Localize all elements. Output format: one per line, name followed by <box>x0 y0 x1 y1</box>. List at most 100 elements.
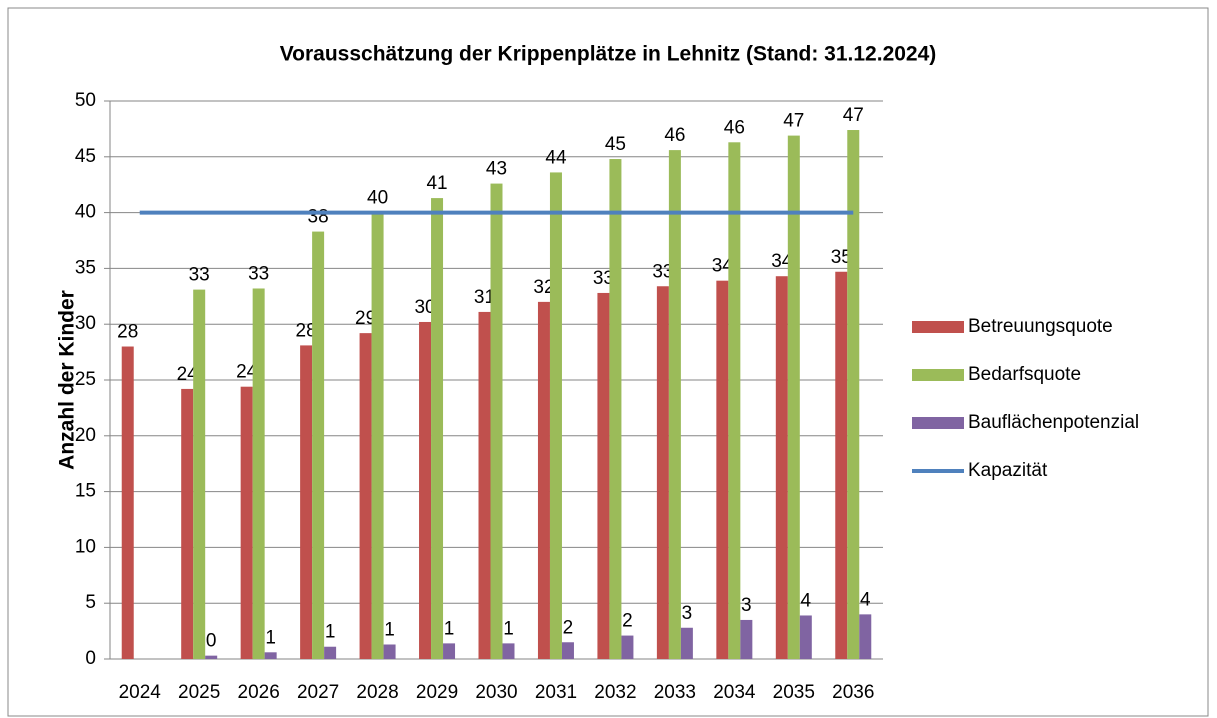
data-label: 33 <box>593 268 614 289</box>
data-label: 1 <box>384 620 395 641</box>
y-tick-label: 20 <box>75 425 96 446</box>
data-label: 4 <box>801 590 812 611</box>
data-label: 33 <box>652 261 673 282</box>
bar <box>668 150 681 659</box>
bar <box>205 655 218 659</box>
bar <box>549 172 562 659</box>
data-label: 28 <box>296 320 317 341</box>
x-tick-label: 2036 <box>832 682 874 703</box>
x-tick-label: 2025 <box>178 682 220 703</box>
x-tick-label: 2034 <box>713 682 756 703</box>
data-label: 1 <box>503 618 514 639</box>
y-tick-label: 15 <box>75 481 96 502</box>
data-label: 46 <box>664 125 685 146</box>
bar <box>716 280 729 659</box>
legend-swatch <box>912 417 964 429</box>
data-label: 35 <box>831 247 852 268</box>
bar <box>656 286 669 659</box>
bar <box>419 321 432 659</box>
bar <box>740 619 753 659</box>
bar <box>312 231 325 659</box>
legend-label: Bedarfsquote <box>968 364 1081 385</box>
bar <box>193 289 206 659</box>
x-tick-label: 2033 <box>654 682 696 703</box>
data-label: 34 <box>771 251 793 272</box>
x-tick-label: 2030 <box>475 682 517 703</box>
bar <box>787 135 800 659</box>
data-label: 1 <box>265 627 276 648</box>
data-label: 3 <box>741 595 752 616</box>
x-tick-label: 2032 <box>594 682 636 703</box>
y-tick-label: 25 <box>75 369 96 390</box>
data-label: 40 <box>367 188 388 209</box>
data-label: 24 <box>177 364 199 385</box>
x-tick-label: 2026 <box>238 682 280 703</box>
data-label: 45 <box>605 134 626 155</box>
bar <box>264 652 277 659</box>
bar <box>561 642 574 659</box>
bar <box>121 346 134 659</box>
data-label: 41 <box>426 173 447 194</box>
y-tick-label: 0 <box>85 648 96 669</box>
bar <box>502 643 515 659</box>
y-tick-label: 30 <box>75 313 96 334</box>
bar <box>597 292 610 659</box>
bar <box>371 212 384 659</box>
bar <box>728 142 741 660</box>
bar <box>609 159 622 660</box>
data-label: 3 <box>682 603 693 624</box>
x-tick-label: 2031 <box>535 682 577 703</box>
y-tick-label: 5 <box>85 592 96 613</box>
bar <box>490 183 503 660</box>
data-label: 43 <box>486 159 507 180</box>
data-label: 4 <box>860 589 871 610</box>
data-label: 44 <box>545 147 567 168</box>
y-tick-label: 50 <box>75 90 96 111</box>
data-label: 0 <box>206 631 217 652</box>
data-label: 33 <box>248 264 269 285</box>
bar <box>859 614 872 659</box>
bar <box>478 311 491 659</box>
data-label: 32 <box>533 277 554 298</box>
data-label: 24 <box>236 362 258 383</box>
bar <box>252 288 265 659</box>
data-label: 2 <box>563 617 574 638</box>
legend-label: Betreuungsquote <box>968 316 1113 337</box>
legend-swatch <box>912 321 964 333</box>
bar <box>775 276 788 659</box>
x-tick-label: 2028 <box>356 682 398 703</box>
legend-swatch <box>912 369 964 381</box>
data-label: 29 <box>355 308 376 329</box>
bar <box>324 646 337 659</box>
bar <box>799 615 812 659</box>
data-label: 33 <box>189 265 210 286</box>
x-tick-label: 2035 <box>773 682 815 703</box>
data-label: 30 <box>414 297 435 318</box>
bar <box>680 627 693 659</box>
bar <box>300 345 313 659</box>
bar <box>537 301 550 659</box>
bar <box>359 333 372 659</box>
data-label: 1 <box>444 618 455 639</box>
y-tick-label: 40 <box>75 202 96 223</box>
x-tick-label: 2029 <box>416 682 458 703</box>
y-axis-label: Anzahl der Kinder <box>56 290 79 470</box>
data-label: 34 <box>712 256 734 277</box>
chart-title: Vorausschätzung der Krippenplätze in Leh… <box>280 43 937 66</box>
bar <box>621 635 634 659</box>
data-label: 31 <box>474 287 495 308</box>
bar <box>181 388 194 659</box>
data-label: 38 <box>308 207 329 228</box>
data-label: 46 <box>724 117 745 138</box>
bar <box>431 198 444 660</box>
legend-label: Bauflächenpotenzial <box>968 412 1139 433</box>
x-tick-label: 2024 <box>119 682 162 703</box>
data-label: 1 <box>325 622 336 643</box>
data-label: 28 <box>117 322 138 343</box>
bar <box>443 643 456 659</box>
bar <box>383 644 396 659</box>
data-label: 47 <box>843 105 864 126</box>
legend-label: Kapazität <box>968 460 1048 481</box>
data-label: 2 <box>622 611 633 632</box>
